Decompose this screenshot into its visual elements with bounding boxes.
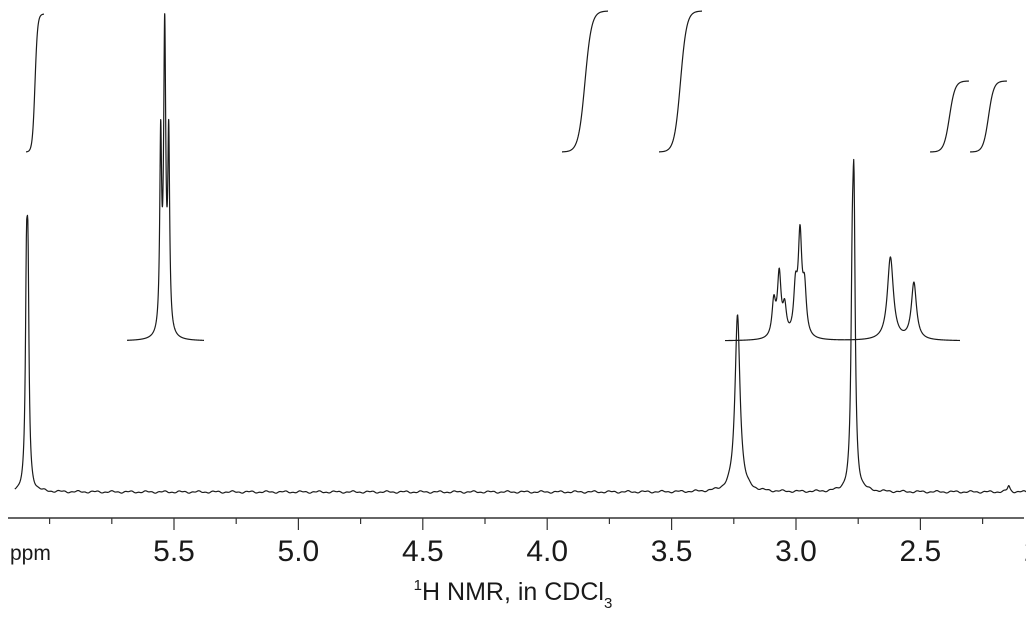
- integral-curve: [25, 13, 45, 153]
- x-tick-label: 5.5: [153, 535, 195, 568]
- inset-2.3-1.5ppm-trace: [724, 224, 961, 342]
- integral-curve: [658, 10, 703, 153]
- integral-curve: [561, 10, 609, 153]
- caption-superscript: 1: [414, 577, 422, 594]
- x-tick-label: 5.0: [278, 535, 320, 568]
- x-tick-label: 4.0: [526, 535, 568, 568]
- integral-curve: [969, 80, 1008, 153]
- x-tick-label: 2.0: [1024, 535, 1026, 568]
- x-axis-unit-label: ppm: [10, 542, 51, 565]
- spectrum-trace: [14, 158, 1026, 494]
- x-tick-label: 3.5: [651, 535, 693, 568]
- x-tick-label: 3.0: [775, 535, 817, 568]
- caption-main-text: H NMR, in CDCl: [422, 578, 604, 606]
- x-axis-ticks: 5.55.04.54.03.53.02.52.01.5: [48, 518, 1026, 568]
- integral-curves: [25, 10, 1008, 153]
- inset-expansions: [126, 13, 961, 342]
- x-tick-label: 4.5: [402, 535, 444, 568]
- inset-5.5ppm-trace: [126, 13, 205, 341]
- x-tick-label: 2.5: [900, 535, 942, 568]
- integral-curve: [929, 80, 970, 153]
- spectrum-caption: 1H NMR, in CDCl3: [414, 577, 613, 612]
- caption-subscript: 3: [604, 595, 612, 612]
